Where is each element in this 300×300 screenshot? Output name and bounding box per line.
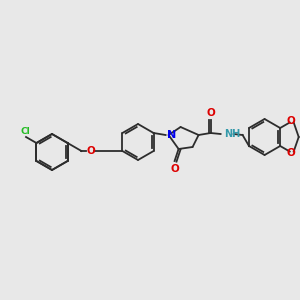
Text: O: O: [170, 164, 179, 174]
Text: O: O: [286, 148, 295, 158]
Text: N: N: [167, 130, 176, 140]
Text: O: O: [206, 108, 215, 118]
Text: O: O: [86, 146, 95, 156]
Text: Cl: Cl: [20, 127, 30, 136]
Text: O: O: [286, 116, 295, 127]
Text: NH: NH: [225, 129, 241, 139]
